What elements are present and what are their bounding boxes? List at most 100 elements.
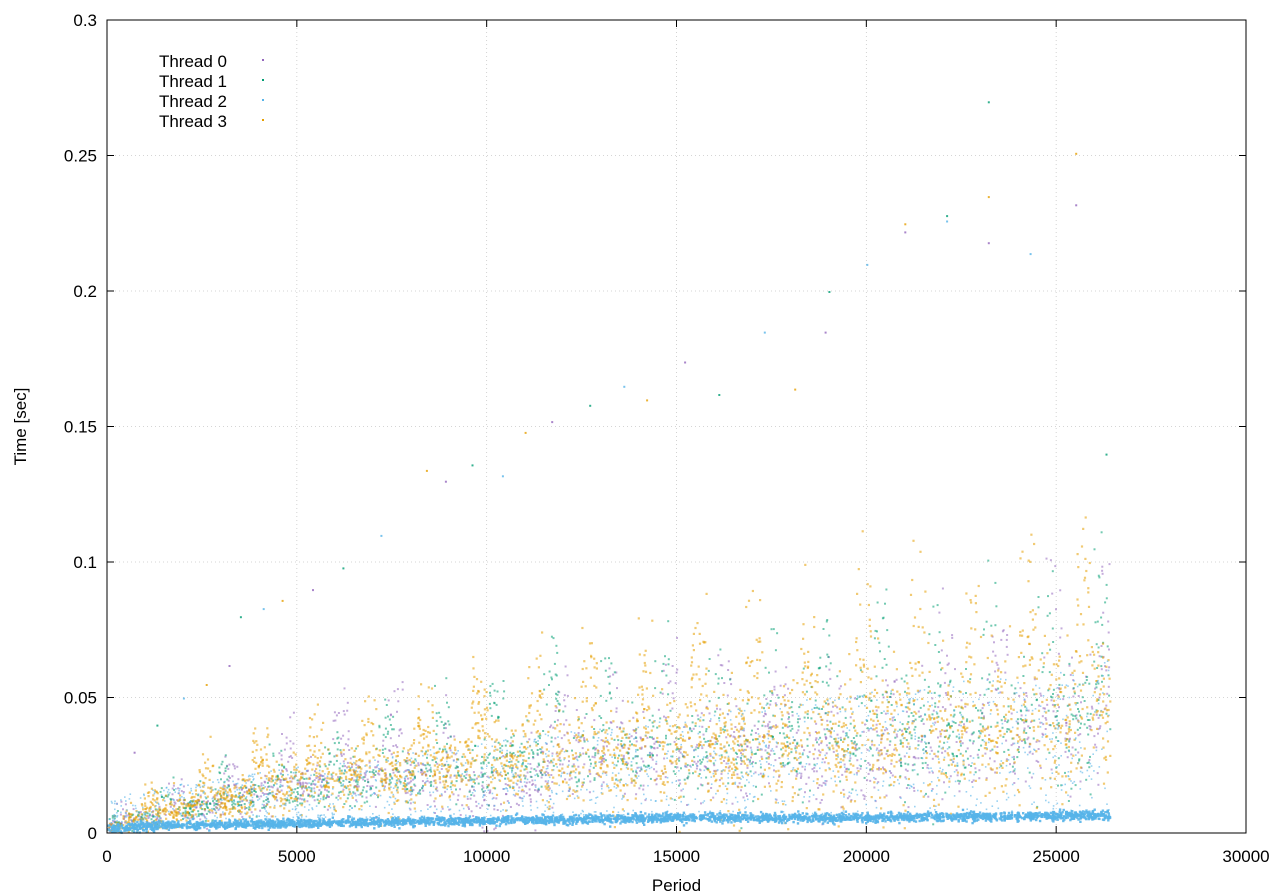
data-point <box>1095 711 1098 714</box>
data-point <box>1024 719 1027 722</box>
data-point <box>298 779 301 782</box>
data-point <box>306 789 309 792</box>
data-point <box>169 805 172 808</box>
data-point <box>719 664 722 667</box>
data-point <box>1088 759 1091 761</box>
data-point <box>913 755 916 758</box>
data-point <box>520 790 523 793</box>
data-point <box>316 798 319 801</box>
data-point <box>1081 707 1084 711</box>
data-point <box>1057 784 1059 787</box>
data-point <box>977 748 980 751</box>
data-point <box>767 757 770 760</box>
data-point <box>282 773 284 776</box>
data-point <box>848 795 851 798</box>
data-point <box>480 771 483 774</box>
data-point <box>814 680 817 683</box>
data-point <box>475 777 478 780</box>
data-point <box>775 745 778 748</box>
data-point <box>497 717 500 720</box>
data-point <box>566 674 569 677</box>
data-point <box>601 755 604 758</box>
data-point <box>351 777 354 779</box>
data-point <box>271 815 274 818</box>
data-point <box>726 787 729 791</box>
data-point <box>156 797 159 800</box>
data-point <box>715 769 718 772</box>
data-point <box>491 763 494 767</box>
data-point <box>820 784 823 787</box>
data-point <box>760 755 763 758</box>
data-point <box>522 761 524 764</box>
data-point <box>980 729 983 732</box>
data-point <box>217 808 220 811</box>
data-point <box>993 703 996 706</box>
data-point <box>981 739 984 742</box>
data-point <box>508 765 511 768</box>
data-point <box>637 693 640 696</box>
data-point <box>1021 634 1024 637</box>
data-point <box>823 700 826 703</box>
data-point <box>1083 700 1086 702</box>
data-point <box>222 791 225 794</box>
data-point <box>651 714 654 717</box>
data-point <box>932 709 935 712</box>
data-point <box>483 756 486 759</box>
data-point <box>594 752 597 755</box>
data-point <box>444 786 447 789</box>
data-point <box>788 725 791 728</box>
data-point <box>957 805 960 808</box>
data-point <box>784 723 787 726</box>
data-point <box>525 785 528 788</box>
data-point <box>343 713 346 716</box>
data-point <box>833 775 837 778</box>
data-point <box>805 690 808 693</box>
data-point <box>396 771 399 773</box>
data-point <box>801 691 804 694</box>
data-point <box>551 752 554 755</box>
data-point <box>988 673 991 676</box>
data-point <box>266 797 269 800</box>
data-point <box>1105 597 1108 600</box>
data-point <box>532 756 535 758</box>
data-point <box>816 693 819 696</box>
data-point <box>616 726 619 729</box>
data-point <box>520 751 523 754</box>
data-point <box>657 774 660 777</box>
data-point <box>1028 659 1032 662</box>
data-point <box>568 741 571 745</box>
data-point <box>281 770 284 773</box>
data-point <box>137 818 140 821</box>
data-point <box>914 662 917 665</box>
data-point <box>865 706 869 709</box>
data-point <box>878 722 881 726</box>
data-point <box>389 773 392 776</box>
data-point <box>995 661 998 664</box>
data-point <box>1055 736 1058 739</box>
data-point <box>1068 738 1071 741</box>
data-point <box>952 730 955 733</box>
data-point <box>469 777 472 780</box>
data-point <box>471 778 474 781</box>
data-point <box>384 768 387 771</box>
data-point <box>791 727 794 730</box>
data-point <box>960 720 963 723</box>
data-point <box>993 641 995 644</box>
data-point <box>448 756 451 759</box>
data-point <box>623 763 626 766</box>
data-point <box>319 792 322 795</box>
data-point <box>290 775 293 778</box>
data-point <box>448 808 451 811</box>
data-point <box>605 771 608 774</box>
data-point <box>843 754 846 757</box>
data-point <box>837 744 840 747</box>
data-point <box>309 749 312 752</box>
data-point <box>736 740 739 743</box>
data-point <box>796 758 799 761</box>
data-point <box>653 747 656 750</box>
data-point <box>633 784 636 787</box>
data-point <box>934 644 937 646</box>
data-point <box>289 740 292 743</box>
data-point <box>1101 711 1105 714</box>
data-point <box>971 781 974 783</box>
